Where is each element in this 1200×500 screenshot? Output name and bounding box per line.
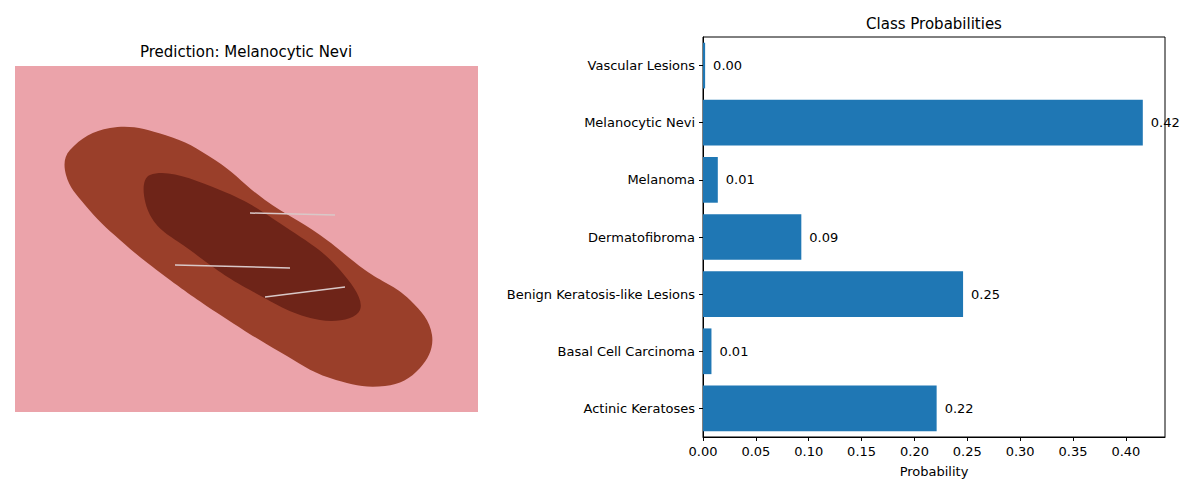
svg-text:0.09: 0.09 xyxy=(809,230,838,245)
svg-text:0.35: 0.35 xyxy=(1059,444,1088,459)
svg-text:Melanoma: Melanoma xyxy=(627,172,695,187)
svg-text:0.00: 0.00 xyxy=(713,58,742,73)
svg-text:0.25: 0.25 xyxy=(971,287,1000,302)
svg-text:Vascular Lesions: Vascular Lesions xyxy=(588,58,696,73)
svg-text:Basal Cell Carcinoma: Basal Cell Carcinoma xyxy=(558,344,695,359)
svg-text:0.20: 0.20 xyxy=(900,444,929,459)
svg-text:0.00: 0.00 xyxy=(689,444,718,459)
svg-text:0.01: 0.01 xyxy=(726,172,755,187)
svg-text:0.30: 0.30 xyxy=(1006,444,1035,459)
svg-text:0.42: 0.42 xyxy=(1151,115,1180,130)
svg-text:0.40: 0.40 xyxy=(1111,444,1140,459)
svg-text:0.05: 0.05 xyxy=(741,444,770,459)
svg-text:0.25: 0.25 xyxy=(953,444,982,459)
svg-text:Prediction: Melanocytic Nevi: Prediction: Melanocytic Nevi xyxy=(140,43,352,61)
svg-text:Benign Keratosis-like Lesions: Benign Keratosis-like Lesions xyxy=(507,287,695,302)
svg-text:Class Probabilities: Class Probabilities xyxy=(866,15,1002,33)
svg-text:0.15: 0.15 xyxy=(847,444,876,459)
svg-text:0.01: 0.01 xyxy=(719,344,748,359)
svg-text:0.10: 0.10 xyxy=(794,444,823,459)
svg-text:Dermatofibroma: Dermatofibroma xyxy=(588,230,695,245)
svg-text:Actinic Keratoses: Actinic Keratoses xyxy=(584,401,696,416)
svg-text:0.22: 0.22 xyxy=(945,401,974,416)
svg-text:Probability: Probability xyxy=(900,464,969,479)
svg-text:Melanocytic Nevi: Melanocytic Nevi xyxy=(584,115,695,130)
